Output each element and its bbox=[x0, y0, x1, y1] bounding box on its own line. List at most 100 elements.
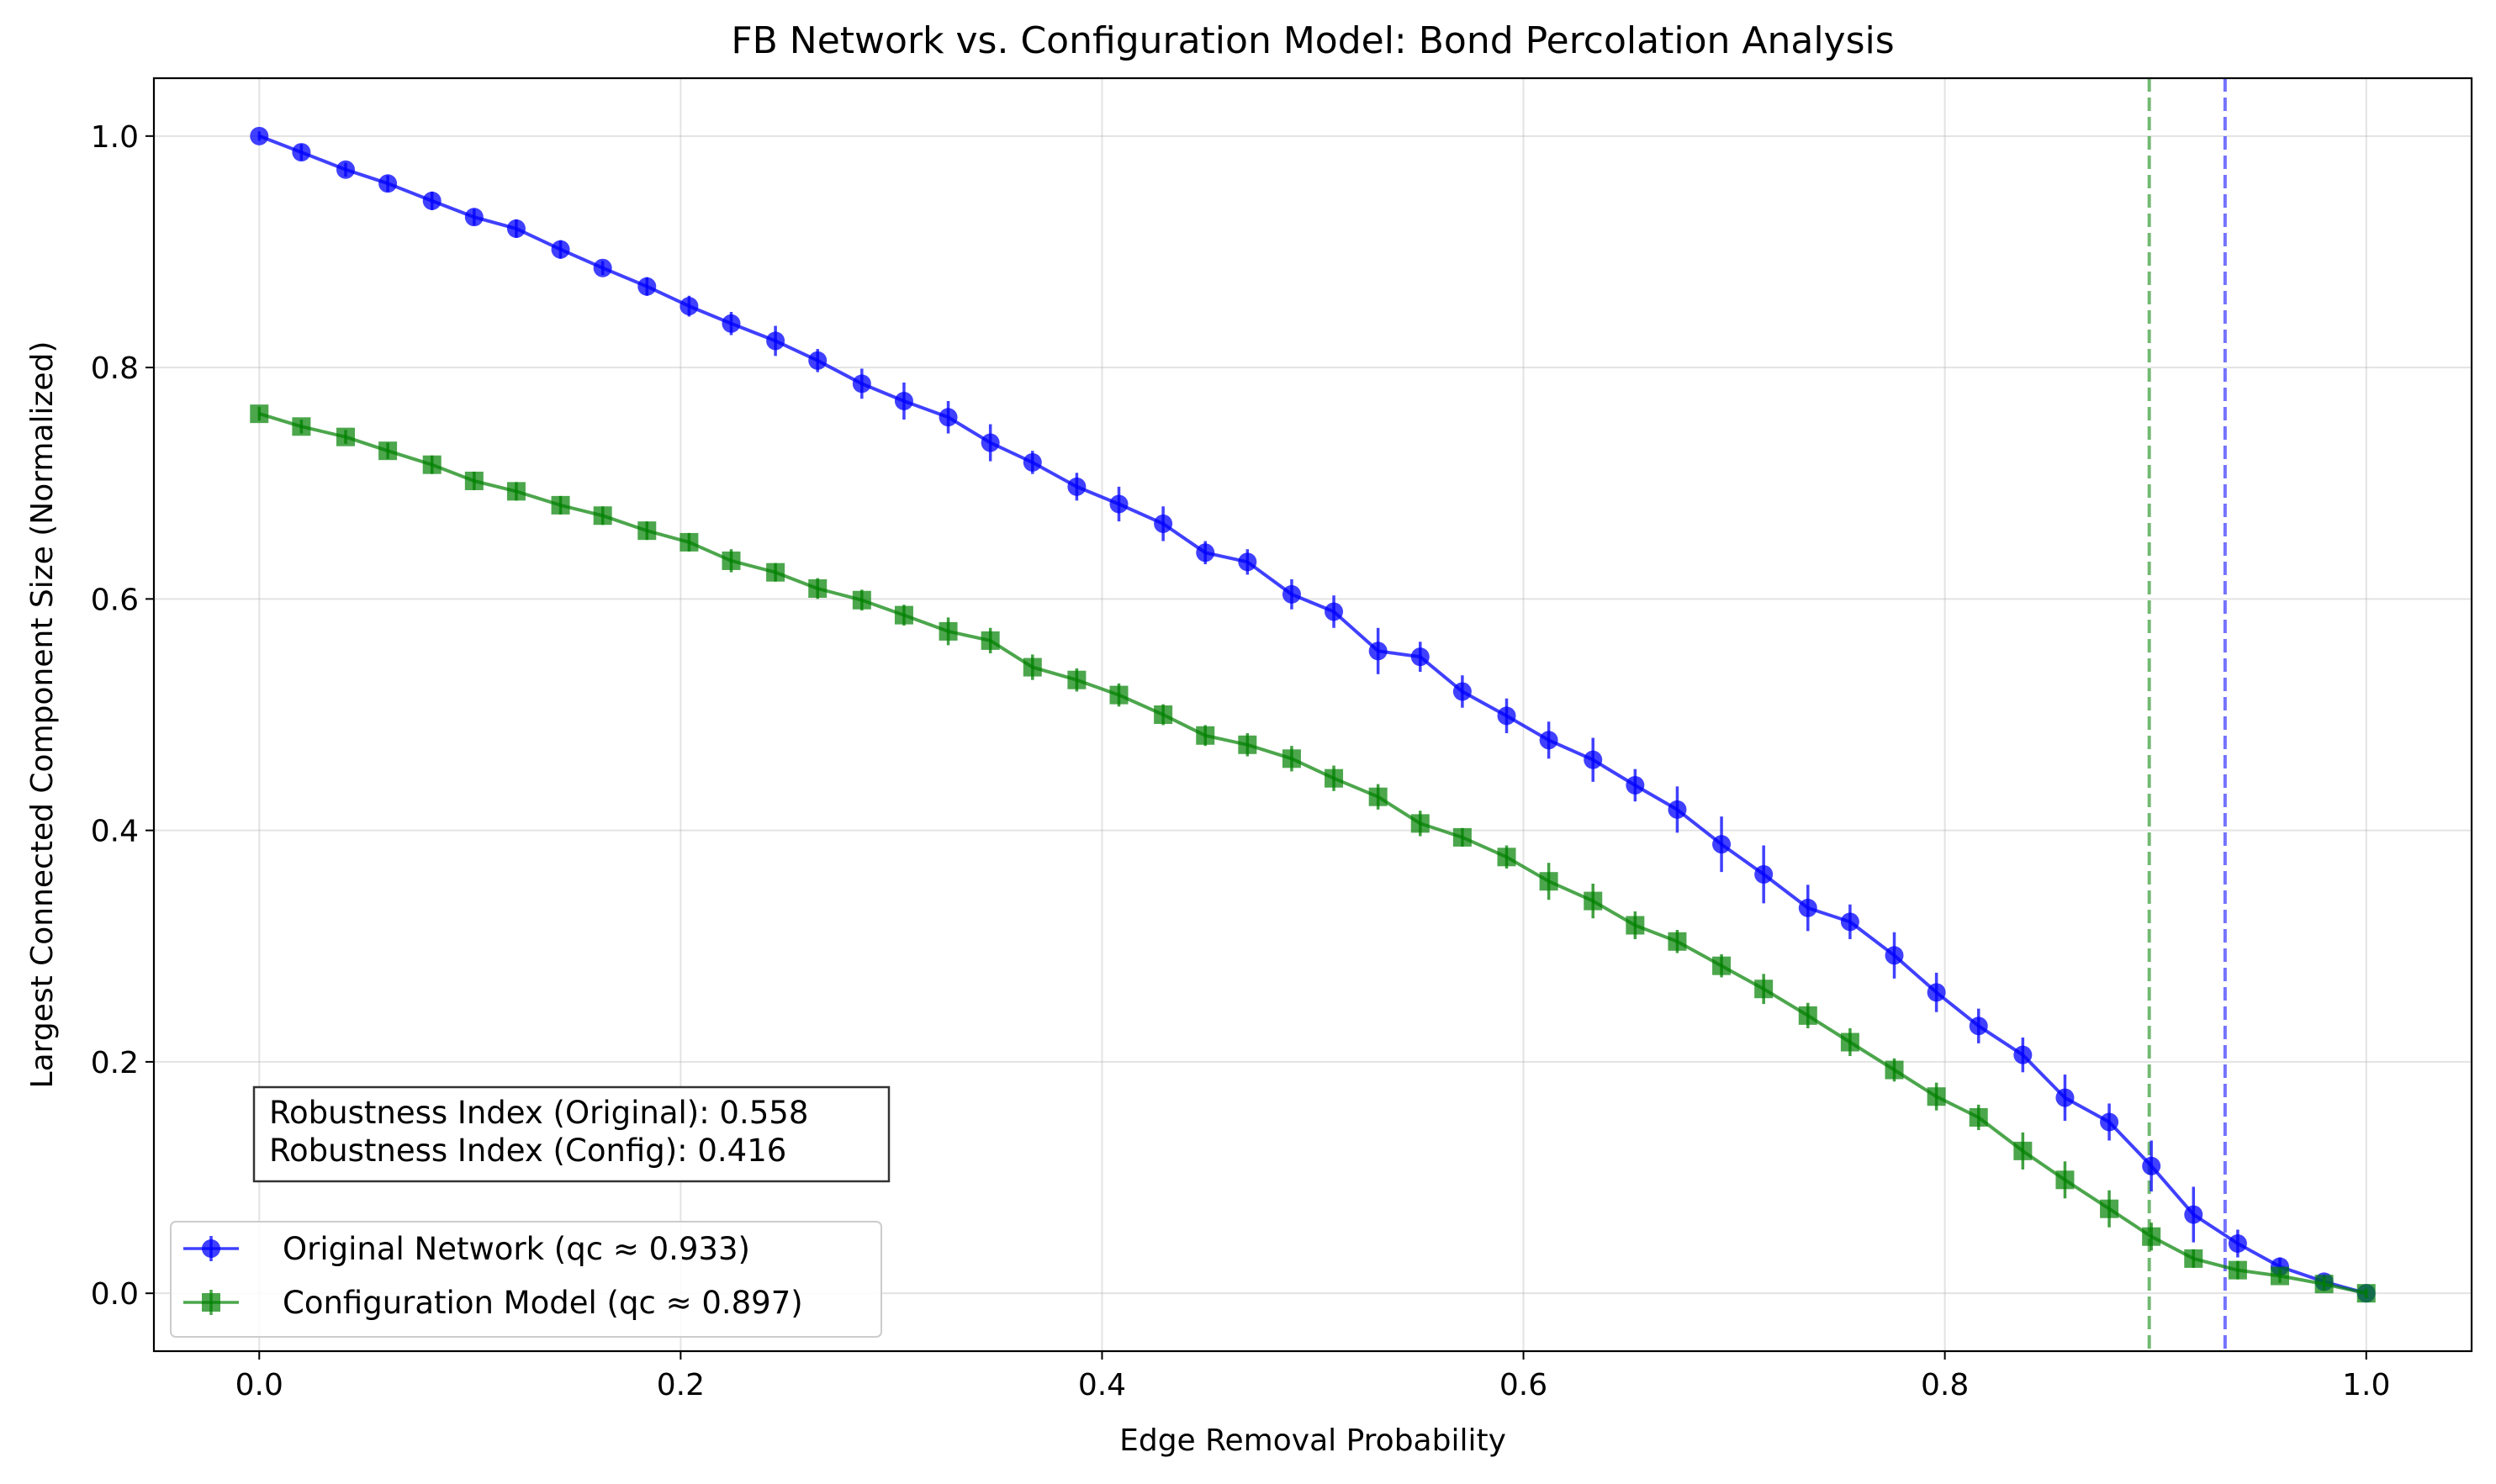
data-point bbox=[1626, 916, 1645, 935]
y-tick-label: 0.4 bbox=[91, 815, 139, 849]
data-point bbox=[1885, 946, 1904, 965]
data-point bbox=[250, 404, 269, 424]
y-tick-label: 0.2 bbox=[91, 1046, 139, 1080]
data-point bbox=[551, 240, 570, 259]
data-point bbox=[1325, 768, 1344, 788]
data-point bbox=[1754, 980, 1774, 999]
data-point bbox=[1712, 835, 1732, 854]
data-point bbox=[1238, 735, 1257, 754]
data-point bbox=[1840, 912, 1859, 932]
data-point bbox=[1067, 477, 1087, 496]
data-point bbox=[2314, 1275, 2334, 1294]
y-tick-label: 1.0 bbox=[91, 120, 139, 155]
data-point bbox=[1497, 848, 1516, 867]
data-point bbox=[1584, 891, 1603, 911]
data-point bbox=[894, 605, 913, 625]
data-point bbox=[2055, 1170, 2075, 1190]
data-point bbox=[2356, 1284, 2376, 1303]
data-point bbox=[1109, 685, 1129, 705]
data-point bbox=[2184, 1205, 2203, 1224]
annotation-box bbox=[252, 1085, 891, 1183]
legend-label-original: Original Network (qc ≈ 0.933) bbox=[283, 1231, 750, 1267]
series-layer bbox=[250, 126, 2376, 1303]
data-point bbox=[1497, 706, 1516, 726]
data-point bbox=[2228, 1260, 2247, 1280]
data-point bbox=[1927, 1087, 1946, 1106]
data-point bbox=[1368, 642, 1388, 661]
data-point bbox=[1840, 1032, 1859, 1052]
data-point bbox=[1539, 872, 1558, 891]
data-point bbox=[2100, 1112, 2119, 1132]
data-point bbox=[722, 314, 741, 333]
data-point bbox=[1798, 898, 1817, 917]
x-axis-ticks: 0.0 0.2 0.4 0.6 0.8 1.0 bbox=[235, 1351, 2390, 1402]
data-point bbox=[464, 208, 484, 227]
data-point bbox=[1023, 452, 1042, 472]
data-point bbox=[2228, 1233, 2247, 1253]
data-point bbox=[1927, 983, 1946, 1002]
data-point bbox=[1798, 1006, 1817, 1025]
data-point bbox=[1626, 775, 1645, 795]
data-point bbox=[1452, 827, 1472, 847]
data-point bbox=[2184, 1249, 2203, 1268]
data-point bbox=[250, 126, 269, 145]
data-point bbox=[1023, 658, 1042, 677]
data-point bbox=[852, 374, 871, 393]
data-point bbox=[1584, 750, 1603, 769]
data-point bbox=[766, 331, 785, 351]
data-point bbox=[1282, 584, 1301, 604]
legend-label-config: Configuration Model (qc ≈ 0.897) bbox=[283, 1285, 803, 1321]
legend-box bbox=[170, 1221, 882, 1338]
data-point bbox=[2142, 1227, 2161, 1246]
data-point bbox=[336, 160, 355, 179]
data-point bbox=[680, 532, 699, 552]
y-tick-label: 0.6 bbox=[91, 583, 139, 617]
legend-marker-square bbox=[202, 1293, 220, 1312]
data-point bbox=[1154, 705, 1173, 724]
series-config bbox=[250, 404, 2376, 1303]
data-point bbox=[506, 482, 526, 501]
data-point bbox=[808, 351, 828, 370]
data-point bbox=[1452, 682, 1472, 701]
robustness-annotation: Robustness Index (Original): 0.558 Robus… bbox=[252, 1085, 891, 1183]
data-point bbox=[1154, 514, 1173, 533]
data-point bbox=[292, 417, 311, 436]
data-point bbox=[2055, 1088, 2075, 1107]
legend: Original Network (qc ≈ 0.933) Configurat… bbox=[170, 1221, 882, 1338]
data-point bbox=[1712, 956, 1732, 975]
x-tick-label: 0.4 bbox=[1078, 1368, 1126, 1402]
data-point bbox=[852, 590, 871, 610]
data-point bbox=[637, 521, 657, 541]
data-point bbox=[939, 408, 958, 427]
data-point bbox=[1410, 814, 1430, 833]
data-point bbox=[506, 219, 526, 238]
data-point bbox=[292, 143, 311, 162]
x-tick-label: 0.8 bbox=[1921, 1368, 1969, 1402]
data-point bbox=[1668, 800, 1687, 819]
y-axis-ticks: 0.0 0.2 0.4 0.6 0.8 1.0 bbox=[91, 120, 154, 1312]
data-point bbox=[1196, 543, 1215, 562]
data-point bbox=[336, 427, 355, 446]
data-point bbox=[1885, 1060, 1904, 1080]
x-tick-label: 0.0 bbox=[235, 1368, 283, 1402]
x-tick-label: 0.2 bbox=[657, 1368, 705, 1402]
data-point bbox=[637, 277, 657, 296]
data-point bbox=[378, 174, 398, 193]
data-point bbox=[464, 471, 484, 490]
data-point bbox=[894, 392, 913, 411]
plot-frame bbox=[152, 77, 2473, 1353]
y-tick-label: 0.0 bbox=[91, 1277, 139, 1312]
x-tick-label: 0.6 bbox=[1499, 1368, 1547, 1402]
y-tick-label: 0.8 bbox=[91, 351, 139, 386]
data-point bbox=[1368, 787, 1388, 806]
x-tick-label: 1.0 bbox=[2342, 1368, 2390, 1402]
data-point bbox=[2013, 1045, 2033, 1064]
grid bbox=[154, 78, 2472, 1351]
chart-title: FB Network vs. Configuration Model: Bond… bbox=[731, 19, 1894, 62]
data-point bbox=[722, 551, 741, 570]
legend-marker-circle bbox=[202, 1239, 220, 1258]
legend-entry-config: Configuration Model (qc ≈ 0.897) bbox=[183, 1285, 803, 1321]
data-point bbox=[551, 495, 570, 515]
data-point bbox=[2100, 1199, 2119, 1218]
